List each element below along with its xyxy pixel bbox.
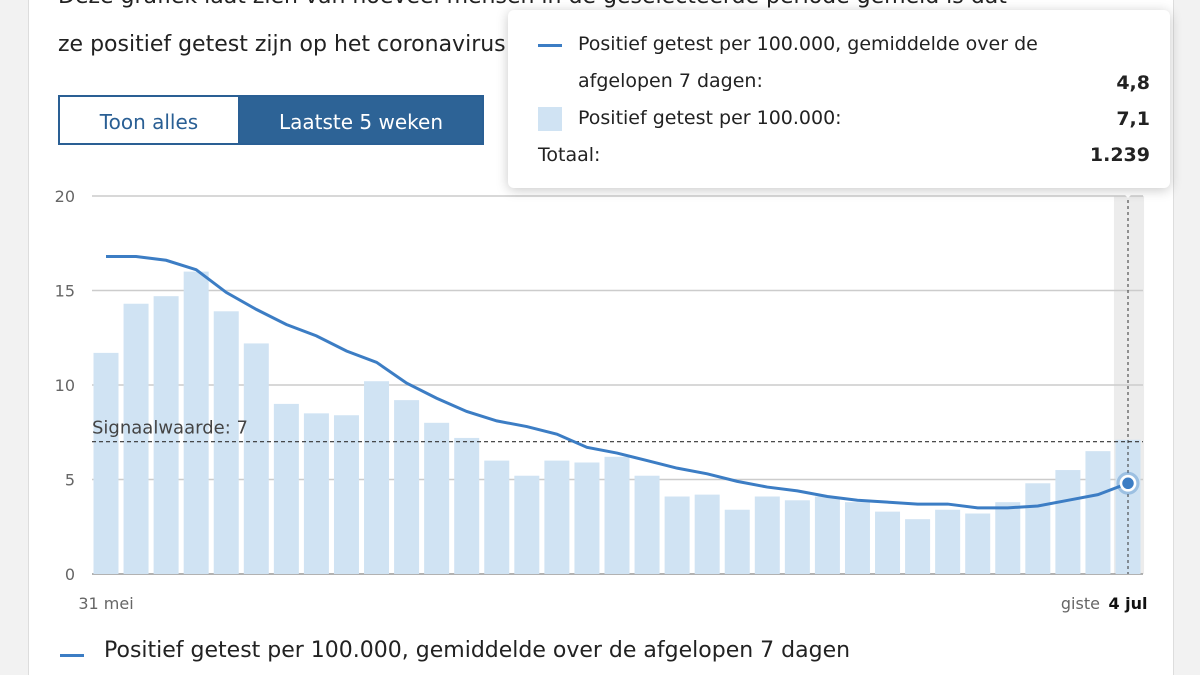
bar (995, 502, 1021, 574)
tooltip-bar-swatch (538, 107, 562, 131)
tooltip-value: 1.239 (1089, 144, 1150, 166)
bar (905, 519, 931, 574)
bar (183, 271, 209, 574)
bar (935, 509, 961, 574)
bar (1055, 470, 1081, 574)
bar (814, 496, 840, 574)
tooltip-label: Positief getest per 100.000: (578, 107, 842, 129)
x-tick-label: 4 jul (1108, 594, 1147, 613)
bar (243, 343, 269, 574)
bar (544, 460, 570, 574)
tooltip-arrow (1118, 188, 1138, 198)
bar (724, 509, 750, 574)
bar (424, 422, 450, 574)
intro-line: Deze grafiek laat zien van hoeveel mense… (58, 0, 1007, 9)
bar (364, 381, 390, 574)
bar (634, 475, 660, 574)
y-tick-label: 15 (55, 282, 75, 301)
bar (1025, 483, 1051, 574)
bar (694, 494, 720, 574)
bar (1085, 451, 1111, 574)
intro-line: ze positief getest zijn op het coronavir… (58, 32, 506, 57)
line (106, 254, 1129, 510)
tooltip-label: Positief getest per 100.000, gemiddelde … (578, 33, 1038, 92)
bar (394, 400, 420, 574)
tooltip-value: 4,8 (1116, 72, 1150, 94)
button[interactable]: Toon alles (58, 95, 240, 145)
bar (604, 456, 630, 574)
bar (333, 415, 359, 574)
y-tick-label: 20 (55, 187, 75, 206)
y-tick-label: 5 (65, 471, 75, 490)
legend-label: Positief getest per 100.000, gemiddelde … (104, 638, 851, 663)
bar (213, 311, 239, 574)
bar (844, 502, 870, 574)
bar (484, 460, 510, 574)
bar (93, 352, 119, 574)
bar (574, 462, 600, 574)
threshold-label: Signaalwaarde: 7 (92, 418, 248, 439)
x-tick-label: 31 mei (78, 594, 133, 613)
bar (754, 496, 780, 574)
y-tick-label: 10 (55, 376, 75, 395)
bar (664, 496, 690, 574)
tooltip-value: 7,1 (1116, 108, 1150, 130)
hover-point (1119, 475, 1137, 492)
bar (514, 475, 540, 574)
bar (123, 303, 149, 574)
x-tick-label: giste (1061, 594, 1100, 613)
y-tick-label: 0 (65, 565, 75, 584)
legend-swatch (60, 654, 84, 657)
tooltip-line-swatch (538, 44, 562, 47)
bar (454, 437, 480, 574)
bar (965, 513, 991, 574)
bar (153, 296, 179, 574)
bar (273, 403, 299, 574)
tooltip-label: Totaal: (538, 144, 601, 166)
tooltip: Positief getest per 100.000, gemiddelde … (508, 10, 1170, 188)
hover-halo (1116, 471, 1140, 495)
bar (303, 413, 329, 574)
bar (875, 511, 901, 574)
button-active[interactable]: Laatste 5 weken (238, 95, 484, 145)
bar (784, 500, 810, 574)
